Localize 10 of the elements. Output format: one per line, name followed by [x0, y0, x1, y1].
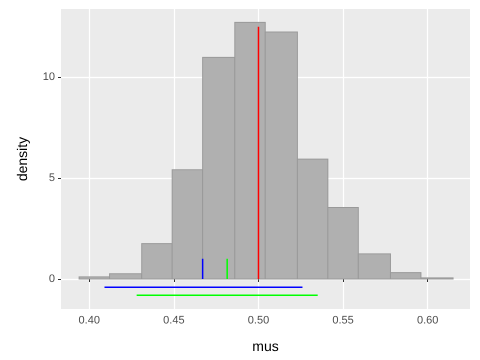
x-tick-label: 0.60 [416, 314, 438, 326]
y-tick-label: 10 [42, 71, 55, 84]
x-tick-label: 0.45 [163, 314, 185, 326]
x-tick-label: 0.50 [248, 314, 270, 326]
x-tick-label: 0.40 [78, 314, 100, 326]
y-tick-label: 5 [48, 172, 55, 184]
y-axis-title: density [14, 136, 30, 182]
x-tick-label: 0.55 [332, 314, 354, 326]
y-tick-label: 0 [48, 272, 55, 285]
x-axis-title: mus [252, 338, 279, 354]
